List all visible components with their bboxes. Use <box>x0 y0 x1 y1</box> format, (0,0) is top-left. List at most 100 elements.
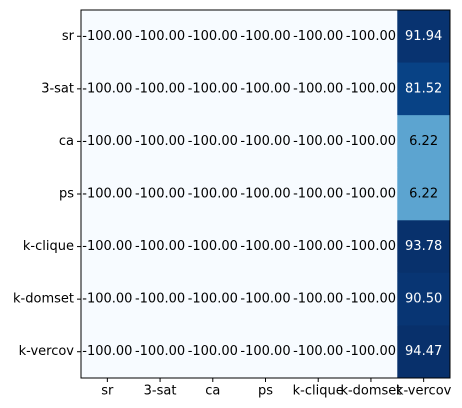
cell-value-label: -100.00 <box>82 239 132 254</box>
heatmap-cell <box>186 325 240 379</box>
heatmap-cell <box>397 272 451 326</box>
heatmap-cell <box>186 272 240 326</box>
heatmap-cell <box>81 325 135 379</box>
heatmap-cell <box>397 167 451 221</box>
heatmap-cell <box>397 62 451 116</box>
cell-value-label: -100.00 <box>188 29 238 44</box>
x-tick-label: k-vercov <box>396 384 452 399</box>
heatmap-cell <box>344 62 398 116</box>
y-tick-label: ca <box>59 134 74 149</box>
cell-value-label: -100.00 <box>188 344 238 359</box>
heatmap-cell <box>186 167 240 221</box>
heatmap-cell <box>186 220 240 274</box>
cell-value-label: -100.00 <box>240 187 290 202</box>
y-tick-label: 3-sat <box>41 81 74 96</box>
heatmap-cell <box>344 272 398 326</box>
heatmap-cell <box>239 115 293 169</box>
x-tick-label: k-domset <box>340 384 401 399</box>
heatmap-cell <box>186 10 240 64</box>
cell-value-label: -100.00 <box>135 134 185 149</box>
cell-value-label: 6.22 <box>409 134 438 149</box>
cell-value-label: -100.00 <box>240 29 290 44</box>
cell-value-label: -100.00 <box>240 292 290 307</box>
cell-value-label: -100.00 <box>135 29 185 44</box>
cell-value-label: -100.00 <box>188 81 238 96</box>
heatmap-cell <box>344 220 398 274</box>
cell-value-label: 93.78 <box>405 239 442 254</box>
cell-value-label: -100.00 <box>293 187 343 202</box>
cell-value-label: -100.00 <box>82 134 132 149</box>
heatmap-cell <box>81 272 135 326</box>
cell-value-label: -100.00 <box>346 81 396 96</box>
cell-value-label: -100.00 <box>240 134 290 149</box>
x-tick-label: sr <box>101 384 114 399</box>
cell-value-label: -100.00 <box>240 344 290 359</box>
cell-value-label: -100.00 <box>346 292 396 307</box>
cell-value-label: -100.00 <box>82 81 132 96</box>
cell-value-label: -100.00 <box>135 344 185 359</box>
cell-value-label: 91.94 <box>405 29 442 44</box>
y-axis-ticks: sr 3-sat ca ps k-clique k-domset k-vercov <box>13 29 81 359</box>
heatmap-cell <box>239 220 293 274</box>
heatmap-cell <box>344 10 398 64</box>
cell-value-label: -100.00 <box>188 239 238 254</box>
heatmap-cell <box>291 272 346 326</box>
cell-value-label: -100.00 <box>82 29 132 44</box>
heatmap-cell <box>81 167 135 221</box>
x-tick-label: k-clique <box>293 384 344 399</box>
heatmap-cell <box>397 220 451 274</box>
cell-value-label: -100.00 <box>135 81 185 96</box>
x-tick-label: 3-sat <box>144 384 177 399</box>
cell-value-label: -100.00 <box>346 344 396 359</box>
heatmap-cell <box>239 272 293 326</box>
cell-value-label: -100.00 <box>240 239 290 254</box>
y-tick-label: k-domset <box>13 292 74 307</box>
heatmap-cell <box>397 115 451 169</box>
cell-value-label: -100.00 <box>293 344 343 359</box>
cell-value-label: -100.00 <box>293 81 343 96</box>
heatmap-cell <box>133 325 187 379</box>
cell-value-label: 94.47 <box>405 344 442 359</box>
heatmap-cell <box>239 10 293 64</box>
heatmap-cell <box>397 10 451 64</box>
cell-value-label: -100.00 <box>82 292 132 307</box>
cell-value-label: -100.00 <box>188 292 238 307</box>
y-tick-label: ps <box>59 187 74 202</box>
heatmap-cell <box>239 325 293 379</box>
cell-value-label: -100.00 <box>188 187 238 202</box>
cell-value-label: -100.00 <box>346 29 396 44</box>
cell-value-label: -100.00 <box>135 239 185 254</box>
cell-value-label: -100.00 <box>135 292 185 307</box>
heatmap-cell <box>81 10 135 64</box>
heatmap-cells: -100.00 -100.00 -100.00 -100.00 -100.00 -100.… <box>81 10 451 379</box>
heatmap-cell <box>133 115 187 169</box>
cell-value-label: -100.00 <box>293 29 343 44</box>
heatmap-cell <box>81 220 135 274</box>
plot-frame <box>80 9 451 379</box>
heatmap-cell <box>291 167 346 221</box>
cell-value-label: 90.50 <box>405 292 442 307</box>
heatmap-cell <box>81 62 135 116</box>
heatmap-cell <box>186 115 240 169</box>
cell-value-label: -100.00 <box>82 344 132 359</box>
heatmap-cell <box>344 325 398 379</box>
cell-value-label: -100.00 <box>293 239 343 254</box>
y-tick-label: k-clique <box>23 239 74 254</box>
cell-value-label: 6.22 <box>409 187 438 202</box>
cell-value-label: 81.52 <box>405 81 442 96</box>
cell-value-label: -100.00 <box>188 134 238 149</box>
heatmap-cell <box>133 10 187 64</box>
heatmap-cell <box>239 62 293 116</box>
heatmap-cell <box>291 325 346 379</box>
heatmap-cell <box>186 62 240 116</box>
heatmap-cell <box>133 62 187 116</box>
cell-value-label: -100.00 <box>346 134 396 149</box>
heatmap-cell <box>81 115 135 169</box>
cell-value-label: -100.00 <box>135 187 185 202</box>
heatmap-cell <box>133 167 187 221</box>
heatmap-cell <box>133 272 187 326</box>
cell-value-label: -100.00 <box>346 239 396 254</box>
heatmap-cell <box>291 115 346 169</box>
